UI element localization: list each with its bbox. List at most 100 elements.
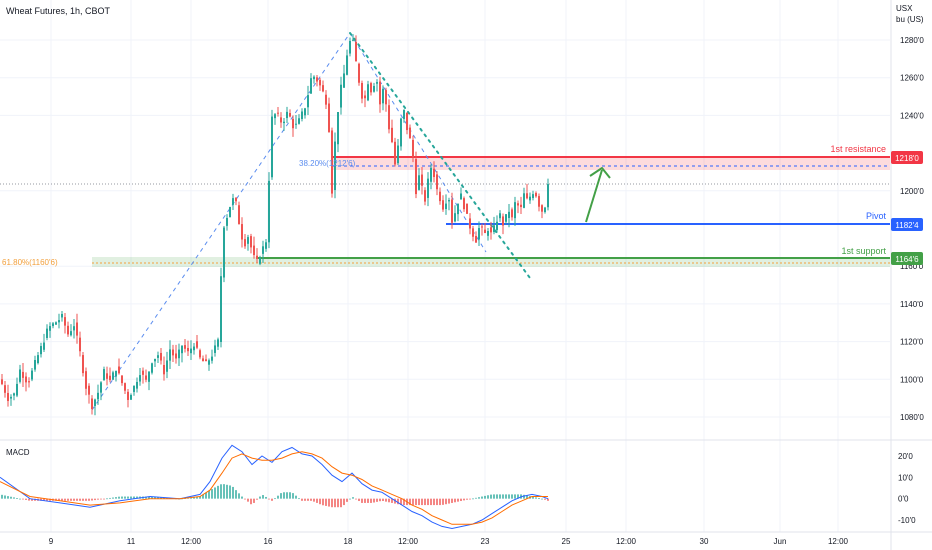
- macd-histogram-bar: [40, 498, 42, 501]
- candle-body: [31, 370, 33, 380]
- macd-histogram-bar: [247, 498, 249, 502]
- candle-body: [55, 322, 57, 325]
- candle-body: [364, 95, 366, 99]
- candle-body: [445, 203, 447, 210]
- macd-histogram-bar: [19, 498, 21, 500]
- candle-body: [481, 226, 483, 228]
- macd-histogram-bar: [301, 498, 303, 501]
- macd-histogram-bar: [340, 498, 342, 508]
- macd-histogram-bar: [439, 498, 441, 506]
- candle-body: [394, 141, 396, 165]
- macd-histogram-bar: [136, 496, 138, 499]
- candle-body: [409, 127, 411, 139]
- candle-body: [220, 276, 222, 342]
- macd-histogram-bar: [319, 498, 321, 505]
- fib-618-zone: [92, 257, 890, 267]
- macd-histogram-bar: [421, 498, 423, 506]
- macd-histogram-bar: [427, 498, 429, 506]
- candle-body: [280, 117, 282, 123]
- candle-body: [127, 391, 129, 400]
- macd-histogram-bar: [253, 498, 255, 503]
- candle-body: [223, 227, 225, 278]
- candle-body: [211, 356, 213, 361]
- candle-body: [511, 209, 513, 218]
- macd-histogram-bar: [208, 490, 210, 499]
- time-tick-label: 23: [481, 537, 490, 546]
- candle-body: [520, 204, 522, 208]
- candle-body: [88, 385, 90, 395]
- macd-histogram-bar: [244, 498, 246, 500]
- macd-histogram-bar: [517, 494, 519, 499]
- candle-body: [241, 224, 243, 240]
- macd-histogram-bar: [118, 496, 120, 499]
- candle-body: [322, 85, 324, 92]
- macd-histogram-bar: [538, 498, 540, 499]
- candle-body: [58, 320, 60, 323]
- time-axis: 9 11 12:00 16 18 12:00 23 25 12:00 30 Jun 12:00: [49, 537, 849, 546]
- resistance-zone: [332, 157, 890, 170]
- chart-title: Wheat Futures, 1h, CBOT: [6, 6, 111, 16]
- candle-body: [37, 355, 39, 364]
- macd-histogram-bar: [505, 494, 507, 499]
- macd-histogram-bar: [337, 498, 339, 508]
- candle-body: [376, 82, 378, 84]
- candle-body: [160, 352, 162, 361]
- macd-histogram-bar: [526, 495, 528, 499]
- macd-histogram-bar: [448, 498, 450, 504]
- candle-body: [400, 118, 402, 147]
- macd-histogram-bar: [364, 498, 366, 503]
- candle-body: [178, 349, 180, 359]
- candle-body: [283, 121, 285, 124]
- candle-body: [34, 359, 36, 370]
- candle-body: [541, 205, 543, 212]
- candle-body: [97, 392, 99, 400]
- candle-body: [412, 139, 414, 157]
- macd-histogram-bar: [445, 498, 447, 505]
- candle-body: [22, 371, 24, 378]
- macd-histogram-bar: [274, 498, 276, 500]
- macd-histogram-bar: [415, 498, 417, 506]
- candle-body: [475, 235, 477, 243]
- candle-body: [334, 141, 336, 191]
- macd-histogram-bar: [61, 498, 63, 501]
- candle-body: [268, 180, 270, 243]
- candle-body: [103, 369, 105, 381]
- candle-body: [151, 363, 153, 373]
- candle-body: [169, 349, 171, 361]
- macd-histogram-bar: [28, 498, 30, 501]
- price-tick-label: 1160'0: [900, 262, 924, 271]
- candle-body: [373, 85, 375, 92]
- candle-body: [493, 225, 495, 233]
- candle-body: [145, 375, 147, 380]
- macd-histogram-bar: [346, 498, 348, 502]
- macd-histogram-bar: [91, 498, 93, 501]
- pivot-label: Pivot: [866, 211, 887, 221]
- macd-histogram-bar: [298, 498, 300, 500]
- candle-body: [460, 193, 462, 200]
- macd-histogram-bar: [544, 498, 546, 500]
- candle-body: [85, 371, 87, 389]
- signal-line: [0, 451, 548, 525]
- macd-histogram-bar: [85, 498, 87, 501]
- candle-body: [115, 370, 117, 377]
- candle-body: [217, 339, 219, 347]
- macd-histogram-bar: [403, 498, 405, 506]
- macd-histogram-bar: [442, 498, 444, 505]
- macd-histogram-bar: [478, 497, 480, 499]
- macd-histogram-bar: [94, 498, 96, 501]
- macd-histogram-bar: [511, 494, 513, 499]
- macd-histogram-bar: [106, 498, 108, 500]
- candle-body: [442, 200, 444, 210]
- candle-body: [199, 350, 201, 358]
- macd-histogram-bar: [223, 484, 225, 499]
- macd-histogram-bar: [133, 496, 135, 499]
- macd-axis: 20'0 10'0 0'0 -10'0: [898, 452, 916, 525]
- macd-histogram-bar: [13, 497, 15, 499]
- macd-histogram-bar: [232, 486, 234, 499]
- candle-body: [397, 145, 399, 164]
- macd-histogram-bar: [535, 497, 537, 499]
- candle-body: [274, 114, 276, 119]
- candle-body: [370, 83, 372, 93]
- macd-histogram-bar: [199, 496, 201, 499]
- time-tick-label: 18: [344, 537, 353, 546]
